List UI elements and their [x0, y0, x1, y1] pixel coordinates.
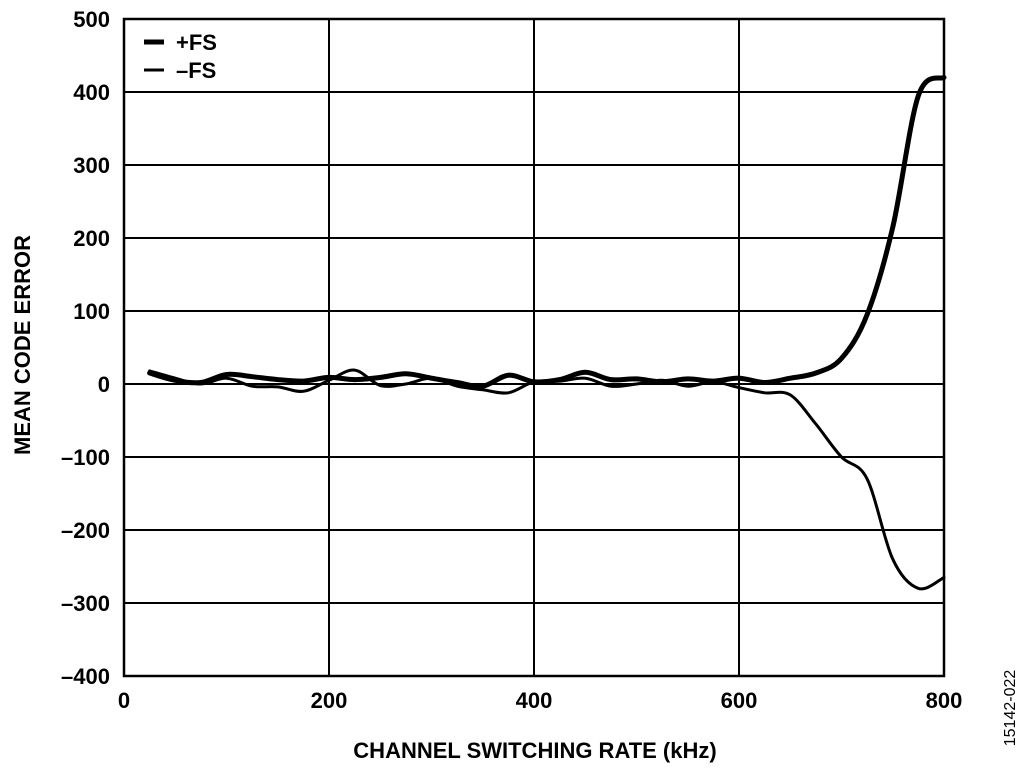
y-tick-label: 300: [73, 153, 110, 178]
legend: +FS –FS: [144, 30, 217, 83]
x-tick-label: 400: [516, 688, 553, 713]
x-tick-label: 0: [118, 688, 130, 713]
y-tick-label: –300: [61, 591, 110, 616]
x-axis-title: CHANNEL SWITCHING RATE (kHz): [353, 738, 716, 763]
y-tick-label: 200: [73, 226, 110, 251]
figure-id: 15142-022: [1002, 670, 1019, 747]
legend-label: –FS: [176, 58, 216, 83]
y-tick-label: 100: [73, 299, 110, 324]
y-tick-label: –200: [61, 518, 110, 543]
x-tick-label: 600: [721, 688, 758, 713]
series-line-plus-fs: [147, 74, 947, 389]
plot-frame: [122, 17, 946, 678]
y-axis-title: MEAN CODE ERROR: [10, 235, 35, 455]
grid-layer: [123, 18, 945, 677]
y-tick-label: 0: [98, 372, 110, 397]
y-tick-label: 400: [73, 80, 110, 105]
y-tick-label: 500: [73, 7, 110, 32]
y-tick-label: –100: [61, 445, 110, 470]
x-tick-labels: 0 200 400 600 800: [118, 688, 962, 713]
series-line-minus-fs: [148, 368, 946, 591]
y-tick-labels: 500 400 300 200 100 0 –100 –200 –300 –400: [61, 7, 110, 689]
series-layer: [147, 74, 947, 591]
x-tick-label: 800: [926, 688, 963, 713]
x-tick-label: 200: [311, 688, 348, 713]
y-tick-label: –400: [61, 664, 110, 689]
legend-label: +FS: [176, 30, 217, 55]
